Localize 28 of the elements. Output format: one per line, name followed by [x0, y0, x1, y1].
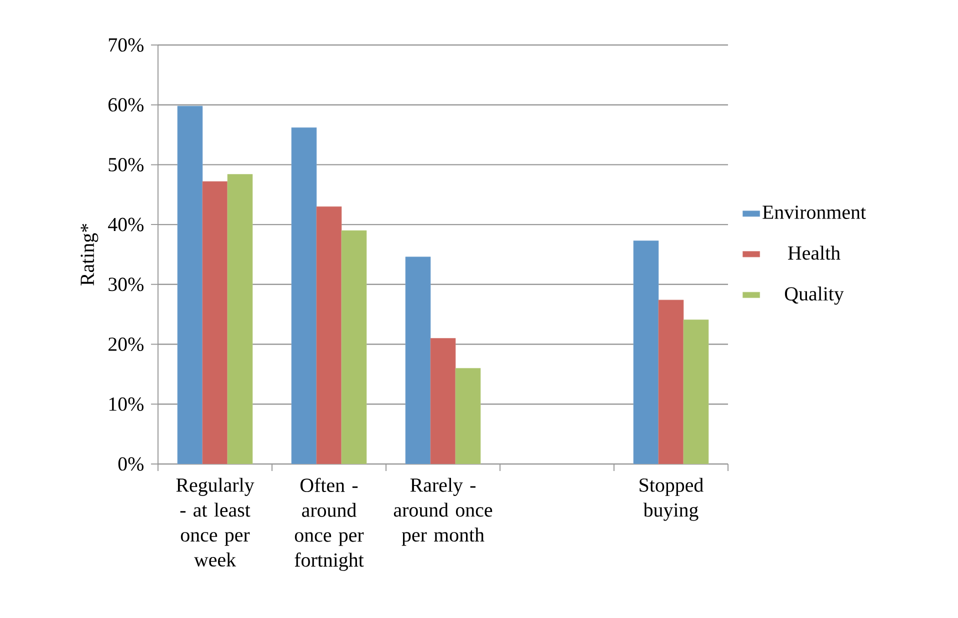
bar [405, 256, 431, 464]
legend-label: Environment [762, 206, 866, 219]
y-tick-label: 20% [108, 338, 144, 352]
bar [316, 206, 342, 464]
bar [455, 368, 481, 464]
y-tick-label: 60% [108, 98, 144, 112]
x-tick-label: Regularly - at least once per week [176, 478, 254, 567]
bar [633, 240, 659, 464]
bar [227, 174, 253, 464]
y-tick-label: 40% [108, 218, 144, 232]
y-tick-label: 0% [118, 457, 144, 471]
bar [683, 320, 709, 464]
bar [177, 106, 203, 464]
y-tick-label: 10% [109, 397, 144, 411]
y-tick-label: 70% [108, 38, 144, 52]
x-tick-label: Stopped buying [640, 478, 704, 521]
bar [291, 127, 317, 464]
bar [341, 230, 367, 464]
y-axis-title: Rating* [80, 224, 98, 286]
bar [658, 300, 684, 464]
legend-label: Health [788, 246, 840, 260]
x-tick-label: Rarely - around once per month [394, 478, 492, 546]
legend-label: Quality [784, 286, 844, 305]
bar [202, 181, 228, 464]
bar [430, 338, 456, 464]
y-tick-label: 30% [108, 278, 144, 292]
x-tick-label: Often - around once per fortnight [294, 478, 364, 571]
y-tick-label: 50% [108, 158, 144, 172]
